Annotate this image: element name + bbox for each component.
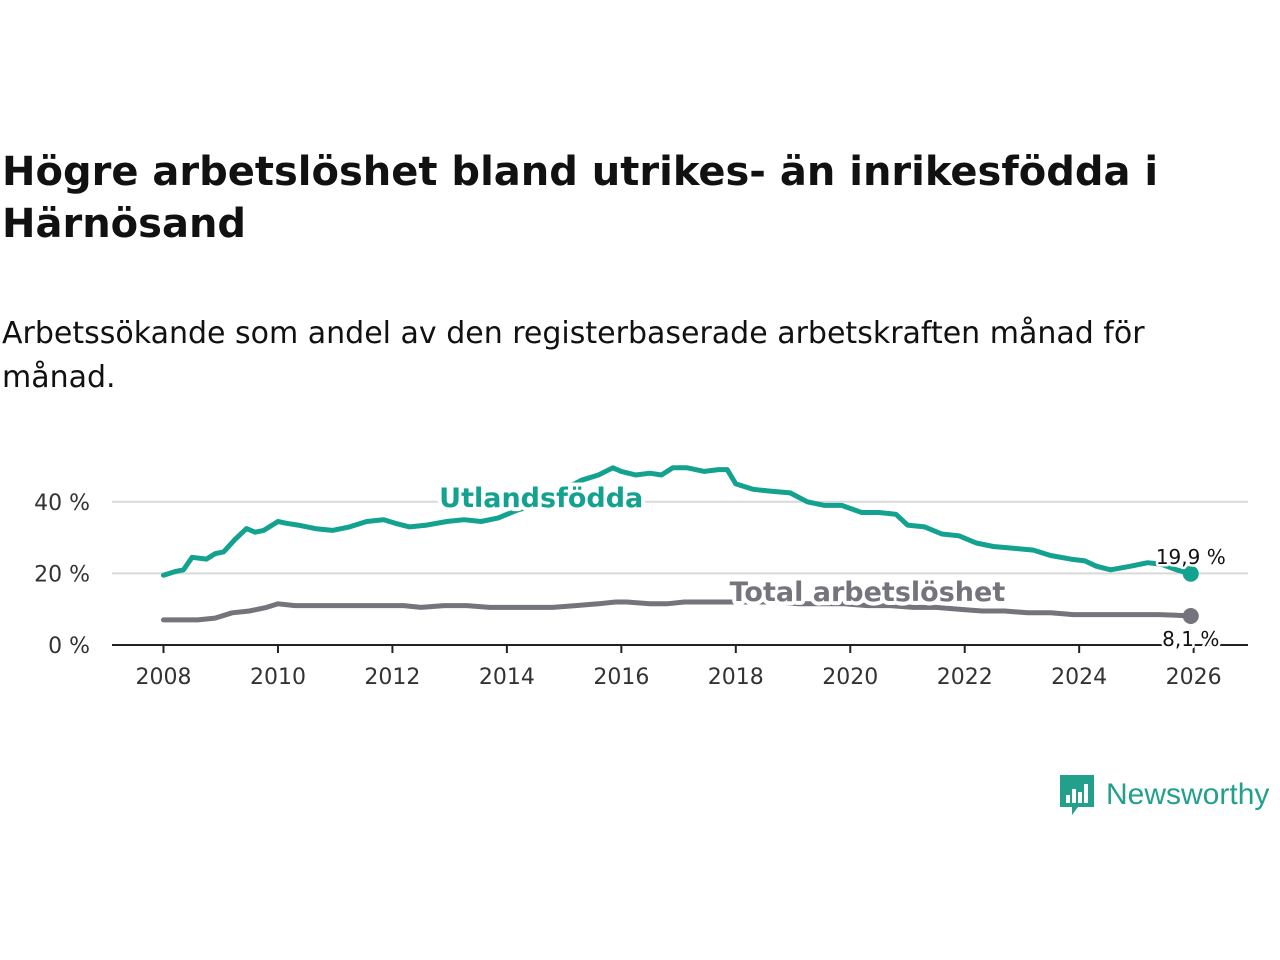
- y-tick-label: 40 %: [34, 491, 90, 516]
- series-label: Total arbetslöshet: [730, 577, 1006, 608]
- x-tick-label: 2020: [822, 665, 878, 690]
- label-layer: 19,9 % Utlandsfödda 8,1 % Total arbetslöshe…: [435, 479, 1228, 653]
- x-tick-label: 2016: [593, 665, 649, 690]
- axis-layer: 0 % 20 % 40 % 2008 2010 2012 2014 2016 2018 2020 2…: [34, 491, 1248, 690]
- x-tick-label: 2010: [250, 665, 306, 690]
- series-end-point: [1182, 565, 1199, 582]
- x-tick-label: 2022: [937, 665, 993, 690]
- y-tick-label: 20 %: [34, 562, 90, 587]
- x-tick-label: 2008: [136, 665, 192, 690]
- series-end-point: [1182, 608, 1199, 625]
- series-line-utlandsfodda: [161, 465, 1194, 578]
- series-layer: [161, 465, 1199, 625]
- series-label: Utlandsfödda: [439, 483, 643, 514]
- grid-layer: [112, 500, 1248, 575]
- brand-name: Newsworthy: [1106, 778, 1270, 811]
- y-tick-label: 0 %: [48, 634, 90, 659]
- x-tick-label: 2014: [479, 665, 535, 690]
- chart-title: Högre arbetslöshet bland utrikes- än inr…: [2, 149, 1159, 247]
- x-tick-label: 2026: [1166, 665, 1222, 690]
- newsworthy-logo-icon: [1060, 775, 1094, 815]
- x-tick-label: 2018: [708, 665, 764, 690]
- chart-subtitle: Arbetssökande som andel av den registerb…: [2, 316, 1145, 395]
- series-line-total: [161, 599, 1194, 623]
- x-tick-label: 2012: [364, 665, 420, 690]
- series-end-label: 8,1 %: [1162, 627, 1219, 651]
- series-end-label: 19,9 %: [1156, 545, 1226, 569]
- x-tick-label: 2024: [1051, 665, 1107, 690]
- brand-logo: Newsworthy: [1058, 771, 1269, 819]
